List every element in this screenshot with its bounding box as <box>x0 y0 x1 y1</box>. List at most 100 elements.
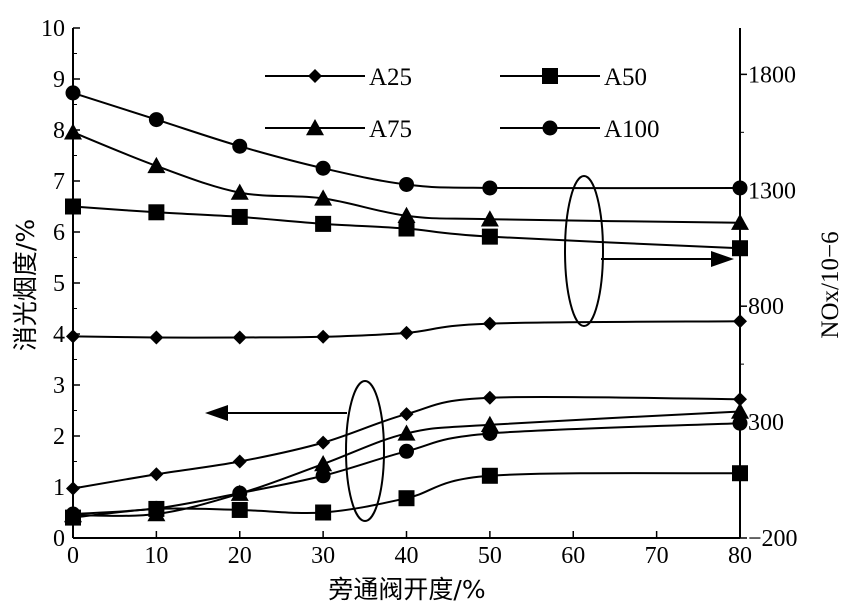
nox-series-a50 <box>65 198 748 257</box>
nox-point-a100 <box>732 180 748 196</box>
legend-marker-a50 <box>542 68 558 84</box>
nox-point-a50 <box>732 240 748 257</box>
x-tick-label: 50 <box>478 543 502 569</box>
nox-point-a50 <box>65 198 81 215</box>
smoke-point-a50 <box>481 467 498 484</box>
y-left-tick-label: 6 <box>53 220 65 246</box>
x-tick-label: 10 <box>144 543 168 569</box>
nox-point-a100 <box>482 180 498 196</box>
smoke-point-a25 <box>733 392 747 407</box>
nox-point-a25 <box>399 325 414 340</box>
smoke-point-a100 <box>399 443 414 459</box>
smoke-point-a50 <box>732 465 748 482</box>
legend-label-a100: A100 <box>604 116 660 143</box>
smoke-series-a100 <box>65 415 748 522</box>
y-left-tick-label: 3 <box>53 373 65 399</box>
legend-item-a50: A50 <box>500 64 647 91</box>
y-left-tick-label: 0 <box>53 526 65 552</box>
legend-label-a50: A50 <box>604 64 647 91</box>
nox-point-a75 <box>314 189 333 206</box>
x-tick-label: 20 <box>228 543 252 569</box>
smoke-point-a25 <box>66 481 80 496</box>
y-left-tick-label: 1 <box>53 475 65 501</box>
smoke-point-a100 <box>315 468 331 484</box>
nox-series-a100 <box>65 85 748 196</box>
nox-series-a75 <box>64 123 749 230</box>
x-tick-label: 40 <box>395 543 419 569</box>
y-axis-left-title: 消光烟度/% <box>11 219 40 351</box>
nox-point-a25 <box>316 329 331 344</box>
y-right-tick-label: 1300 <box>748 178 796 204</box>
annotations <box>205 175 734 522</box>
smoke-point-a25 <box>482 390 497 405</box>
legend: A25 A50 A75 A100 <box>265 64 660 143</box>
nox-point-a50 <box>231 208 248 225</box>
nox-point-a75 <box>64 123 82 140</box>
y-left-tick-label: 10 <box>41 16 65 42</box>
y-left-tick-label: 8 <box>53 118 65 144</box>
nox-point-a50 <box>398 220 415 237</box>
smoke-point-a25 <box>149 467 164 482</box>
left-axis-arrowhead <box>205 405 228 421</box>
plot-frame <box>72 27 747 539</box>
x-axis-title: 旁通阀开度/% <box>328 575 485 604</box>
smoke-point-a50 <box>398 490 415 507</box>
nox-point-a50 <box>481 228 498 245</box>
smoke-point-a75 <box>397 424 416 441</box>
smoke-point-a75 <box>731 402 749 419</box>
smoke-point-a50 <box>231 501 248 518</box>
right-axis-arrowhead <box>711 251 734 267</box>
nox-point-a100 <box>148 112 164 128</box>
nox-point-a75 <box>397 206 416 223</box>
smoke-point-a100 <box>65 506 81 522</box>
x-tick-label: 30 <box>311 543 335 569</box>
x-tick-label: 60 <box>561 543 585 569</box>
legend-label-a25: A25 <box>369 64 412 91</box>
y-left-tick-label: 7 <box>53 169 65 195</box>
nox-point-a50 <box>315 215 332 232</box>
nox-point-a75 <box>731 213 749 230</box>
nox-point-a100 <box>232 138 248 154</box>
legend-marker-a75 <box>306 119 324 136</box>
y-right-tick-label: −200 <box>748 526 798 552</box>
nox-point-a75 <box>230 183 249 200</box>
smoke-point-a25 <box>232 454 247 469</box>
y-left-tick-label: 9 <box>53 67 65 93</box>
y-left-tick-label: 5 <box>53 271 65 297</box>
smoke-point-a25 <box>399 407 414 422</box>
nox-point-a25 <box>733 314 747 329</box>
y-right-tick-label: 800 <box>748 294 784 320</box>
y-left-tick-label: 2 <box>53 424 65 450</box>
legend-label-a75: A75 <box>369 116 412 143</box>
x-tick-label: 70 <box>645 543 669 569</box>
smoke-point-a100 <box>732 415 748 431</box>
nox-point-a100 <box>315 160 331 176</box>
nox-point-a75 <box>480 210 499 227</box>
smoke-point-a100 <box>232 485 248 501</box>
nox-series-a25 <box>66 314 747 345</box>
nox-point-a25 <box>149 330 164 345</box>
x-tick-label: 80 <box>728 543 752 569</box>
y-right-tick-label: 300 <box>748 410 784 436</box>
x-tick-label: 0 <box>67 543 79 569</box>
nox-point-a75 <box>147 156 166 174</box>
smoke-group-ellipse <box>345 380 385 522</box>
legend-marker-a100 <box>542 120 558 136</box>
nox-group-ellipse <box>564 175 604 327</box>
nox-point-a100 <box>399 176 414 192</box>
smoke-point-a50 <box>315 504 332 521</box>
nox-point-a50 <box>148 204 165 221</box>
legend-item-a25: A25 <box>265 64 412 91</box>
legend-item-a100: A100 <box>500 116 660 143</box>
y-right-tick-label: 1800 <box>748 62 796 88</box>
smoke-series-a25 <box>66 390 747 496</box>
y-left-tick-label: 4 <box>53 322 65 348</box>
smoke-point-a25 <box>316 435 331 450</box>
nox-point-a25 <box>232 330 247 345</box>
series-layer <box>64 85 749 526</box>
y-axis-right-title: NOx/10−6 <box>817 231 844 338</box>
nox-point-a25 <box>66 329 80 344</box>
nox-point-a25 <box>482 316 497 331</box>
tick-labels: 0 10 20 30 40 50 60 70 80012345678910−2003008001… <box>41 16 798 569</box>
